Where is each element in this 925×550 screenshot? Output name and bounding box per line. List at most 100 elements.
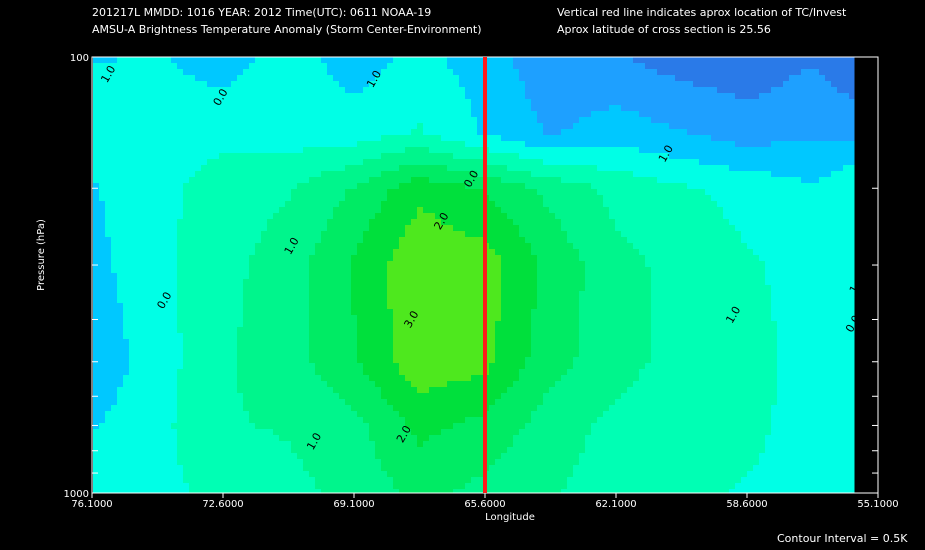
anomaly-cell (477, 411, 484, 418)
anomaly-cell (249, 459, 256, 466)
anomaly-cell (429, 459, 436, 466)
anomaly-cell (411, 459, 418, 466)
anomaly-cell (291, 387, 298, 394)
anomaly-cell (459, 177, 466, 184)
anomaly-cell (111, 195, 118, 202)
anomaly-cell (375, 483, 382, 490)
anomaly-cell (141, 363, 148, 370)
anomaly-cell (159, 483, 166, 490)
anomaly-cell (423, 489, 430, 494)
anomaly-cell (249, 489, 256, 494)
anomaly-cell (171, 369, 178, 376)
anomaly-cell (243, 369, 250, 376)
anomaly-cell (201, 339, 208, 346)
anomaly-cell (213, 189, 220, 196)
anomaly-cell (123, 357, 130, 364)
anomaly-cell (147, 393, 154, 400)
anomaly-cell (165, 309, 172, 316)
anomaly-cell (189, 147, 196, 154)
anomaly-cell (177, 393, 184, 400)
anomaly-cell (273, 417, 280, 424)
anomaly-cell (489, 63, 496, 70)
anomaly-cell (447, 489, 454, 494)
anomaly-cell (147, 57, 154, 64)
anomaly-cell (231, 327, 238, 334)
anomaly-cell (117, 357, 124, 364)
anomaly-cell (195, 255, 202, 262)
anomaly-cell (201, 255, 208, 262)
anomaly-cell (363, 105, 370, 112)
anomaly-cell (201, 279, 208, 286)
anomaly-cell (99, 435, 106, 442)
anomaly-cell (123, 447, 130, 454)
anomaly-cell (405, 411, 412, 418)
anomaly-cell (477, 183, 484, 190)
anomaly-cell (153, 447, 160, 454)
anomaly-cell (147, 363, 154, 370)
anomaly-cell (99, 369, 106, 376)
anomaly-cell (237, 201, 244, 208)
anomaly-cell (423, 297, 430, 304)
anomaly-cell (183, 183, 190, 190)
anomaly-cell (99, 429, 106, 436)
anomaly-cell (477, 273, 484, 280)
anomaly-cell (387, 441, 394, 448)
anomaly-cell (189, 483, 196, 490)
anomaly-cell (423, 261, 430, 268)
anomaly-cell (417, 135, 424, 142)
anomaly-cell (231, 81, 238, 88)
anomaly-cell (117, 207, 124, 214)
anomaly-cell (459, 63, 466, 70)
anomaly-cell (417, 453, 424, 460)
anomaly-cell (489, 321, 496, 328)
anomaly-cell (207, 201, 214, 208)
anomaly-cell (231, 75, 238, 82)
anomaly-cell (261, 483, 268, 490)
anomaly-cell (471, 171, 478, 178)
anomaly-cell (345, 105, 352, 112)
anomaly-cell (123, 435, 130, 442)
anomaly-cell (297, 429, 304, 436)
anomaly-cell (225, 291, 232, 298)
anomaly-cell (399, 315, 406, 322)
anomaly-cell (249, 453, 256, 460)
anomaly-cell (111, 141, 118, 148)
anomaly-cell (177, 351, 184, 358)
anomaly-cell (213, 489, 220, 494)
anomaly-cell (201, 171, 208, 178)
anomaly-cell (201, 111, 208, 118)
anomaly-cell (387, 159, 394, 166)
anomaly-cell (327, 117, 334, 124)
anomaly-cell (237, 387, 244, 394)
anomaly-cell (447, 63, 454, 70)
anomaly-cell (453, 111, 460, 118)
anomaly-cell (393, 159, 400, 166)
anomaly-cell (369, 351, 376, 358)
anomaly-cell (273, 369, 280, 376)
anomaly-cell (189, 423, 196, 430)
anomaly-cell (273, 321, 280, 328)
anomaly-cell (159, 243, 166, 250)
anomaly-cell (405, 147, 412, 154)
anomaly-cell (405, 321, 412, 328)
anomaly-cell (225, 315, 232, 322)
anomaly-cell (123, 213, 130, 220)
anomaly-cell (129, 195, 136, 202)
anomaly-cell (333, 345, 340, 352)
anomaly-cell (123, 321, 130, 328)
anomaly-cell (339, 273, 346, 280)
anomaly-cell (357, 153, 364, 160)
anomaly-cell (435, 291, 442, 298)
anomaly-cell (117, 321, 124, 328)
anomaly-cell (267, 465, 274, 472)
anomaly-cell (315, 261, 322, 268)
anomaly-cell (129, 231, 136, 238)
anomaly-cell (171, 363, 178, 370)
anomaly-cell (333, 141, 340, 148)
anomaly-cell (135, 375, 142, 382)
anomaly-cell (471, 459, 478, 466)
anomaly-cell (321, 87, 328, 94)
anomaly-cell (237, 237, 244, 244)
anomaly-cell (357, 297, 364, 304)
anomaly-cell (111, 135, 118, 142)
